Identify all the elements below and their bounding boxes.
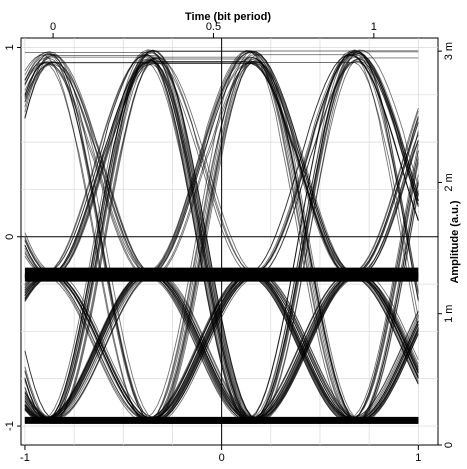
top-tick-label: 0.5	[206, 21, 221, 33]
bottom-tick-label: 1	[415, 452, 421, 464]
left-tick-label: 1	[4, 44, 16, 50]
left-tick-label: -1	[4, 421, 16, 431]
axis-ticks: -1 0 1 0 0.5 1 -1 0 1 0 1 m 2 m 3 m	[4, 21, 455, 464]
top-tick-label: 0	[50, 21, 56, 33]
right-tick-label: 3 m	[443, 42, 455, 60]
right-axis-title: Amplitude (a.u.)	[449, 200, 461, 283]
bottom-tick-label: -1	[20, 452, 30, 464]
right-tick-label: 0	[443, 442, 455, 448]
bottom-tick-label: 0	[219, 452, 225, 464]
zero-axes	[21, 38, 438, 445]
top-axis-title: Time (bit period)	[185, 11, 271, 23]
right-tick-label: 2 m	[443, 173, 455, 191]
right-tick-label: 1 m	[443, 305, 455, 323]
top-tick-label: 1	[371, 21, 377, 33]
left-tick-label: 0	[4, 234, 16, 240]
